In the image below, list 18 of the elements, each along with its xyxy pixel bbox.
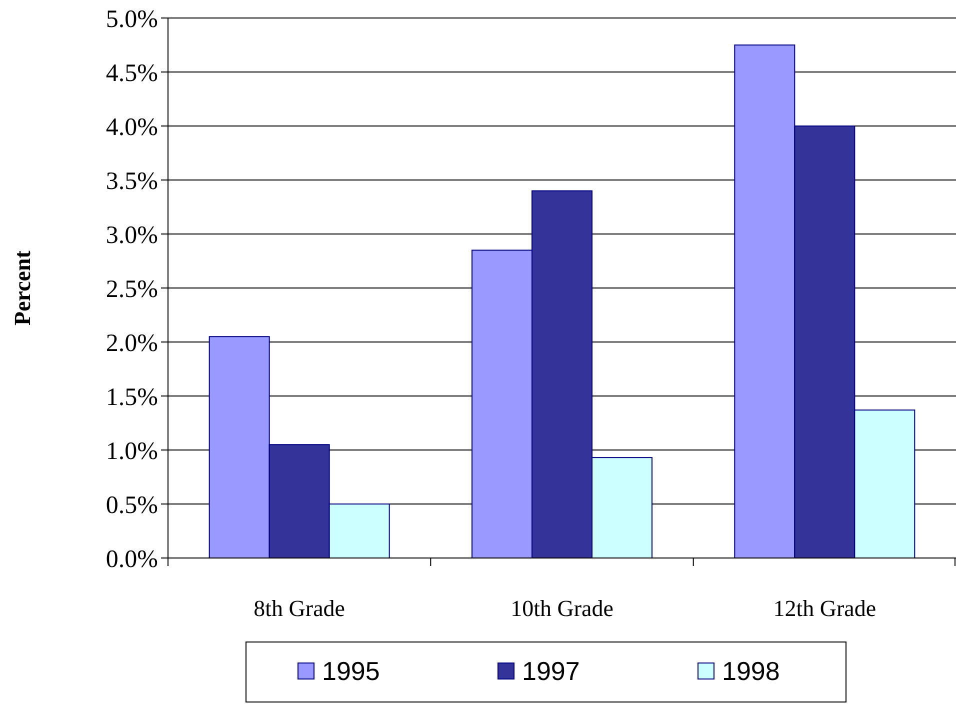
legend-label: 1998 [722, 656, 780, 686]
legend-label: 1997 [522, 656, 580, 686]
x-tick-label: 8th Grade [254, 596, 345, 621]
y-tick-label: 2.0% [106, 330, 158, 357]
y-tick-label: 0.0% [106, 546, 158, 573]
x-tick-label: 10th Grade [510, 596, 614, 621]
y-tick-label: 5.0% [106, 6, 158, 33]
y-tick-label: 2.5% [106, 276, 158, 303]
y-tick-label: 3.0% [106, 222, 158, 249]
y-tick-label: 0.5% [106, 492, 158, 519]
y-tick-label: 4.5% [106, 60, 158, 87]
y-axis-title: Percent [10, 250, 35, 326]
y-tick-label: 1.0% [106, 438, 158, 465]
x-tick-label: 12th Grade [773, 596, 876, 621]
y-tick-label: 1.5% [106, 384, 158, 411]
y-tick-label: 3.5% [106, 168, 158, 195]
legend-label: 1995 [322, 656, 380, 686]
y-tick-label: 4.0% [106, 114, 158, 141]
